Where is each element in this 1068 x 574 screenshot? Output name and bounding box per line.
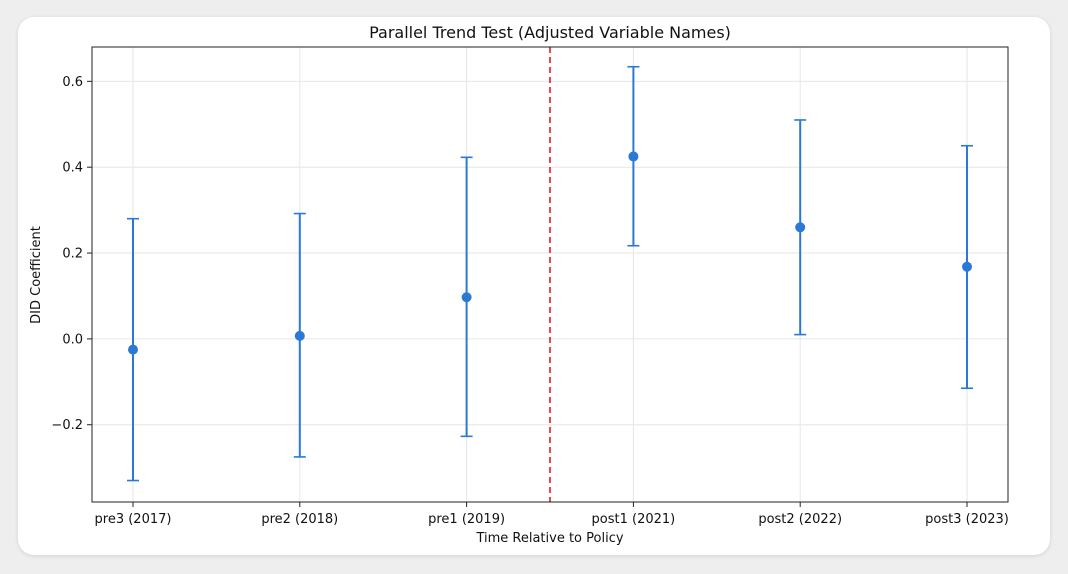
y-axis-label: DID Coefficient bbox=[29, 226, 44, 324]
coefficient-point bbox=[128, 344, 138, 355]
error-bar-group bbox=[460, 156, 473, 438]
x-axis-label: Time Relative to Policy bbox=[475, 531, 623, 546]
plot-frame bbox=[91, 46, 1009, 503]
marks-layer bbox=[127, 65, 973, 482]
coefficient-point bbox=[962, 261, 972, 272]
x-tick-label: post3 (2023) bbox=[925, 512, 1009, 527]
x-tick-label: pre2 (2018) bbox=[261, 512, 338, 527]
ticks-layer: −0.2 0.0 0.2 0.4 0.6 pre3 (2017) pre2 (2018) pr… bbox=[51, 75, 1008, 527]
chart-title: Parallel Trend Test (Adjusted Variable N… bbox=[369, 23, 731, 42]
error-bar-group bbox=[794, 119, 807, 336]
error-bar-group bbox=[627, 65, 640, 247]
coefficient-point bbox=[294, 330, 305, 341]
y-tick-label: 0.0 bbox=[62, 332, 83, 347]
error-bar-group bbox=[961, 144, 973, 390]
y-tick-label: 0.4 bbox=[62, 161, 83, 176]
x-tick-label: post1 (2021) bbox=[592, 512, 676, 527]
x-tick-label: post2 (2022) bbox=[758, 512, 842, 527]
error-bar-group bbox=[293, 212, 306, 458]
grid-layer bbox=[92, 47, 1008, 502]
y-tick-label: 0.2 bbox=[62, 247, 83, 262]
coefficient-point bbox=[461, 292, 472, 303]
x-tick-label: pre3 (2017) bbox=[95, 512, 172, 527]
chart-card bbox=[18, 17, 1050, 555]
error-bar-group bbox=[127, 217, 139, 482]
coefficient-point bbox=[795, 222, 806, 233]
y-tick-label: −0.2 bbox=[51, 418, 83, 433]
x-tick-label: pre1 (2019) bbox=[428, 512, 505, 527]
y-tick-label: 0.6 bbox=[62, 75, 83, 90]
coefficient-point bbox=[628, 151, 639, 162]
